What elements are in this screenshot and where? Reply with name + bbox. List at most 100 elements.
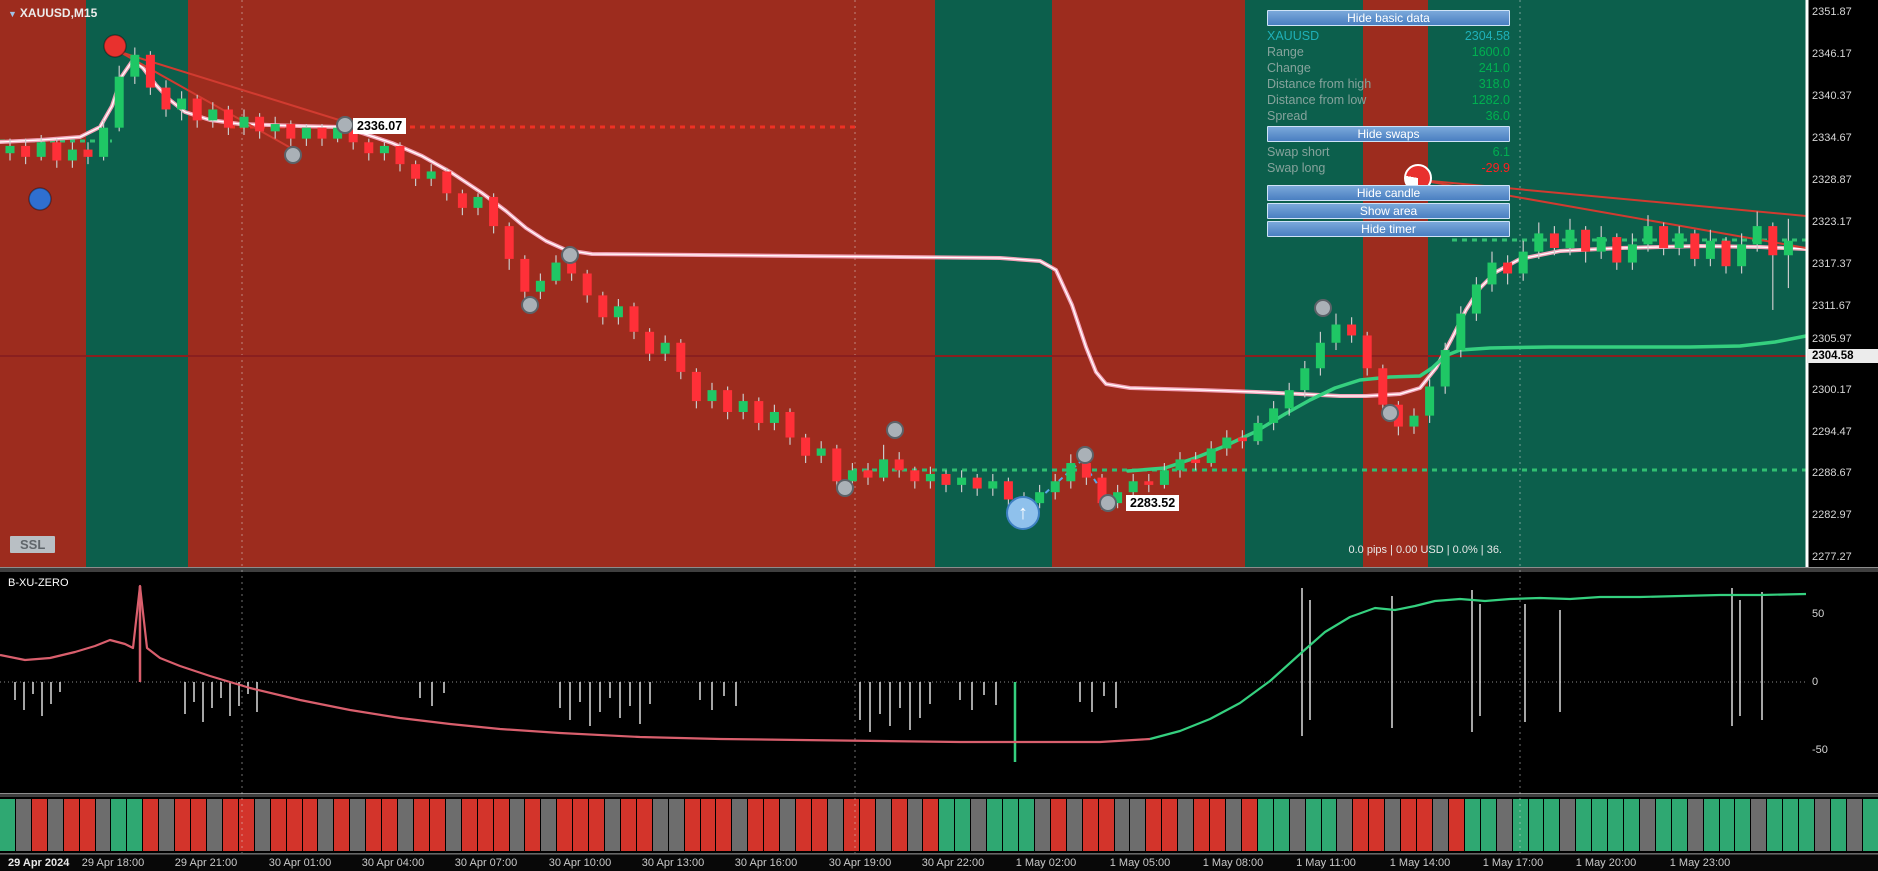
strip-block xyxy=(493,799,509,851)
strip-block xyxy=(652,799,668,851)
strip-block xyxy=(31,799,47,851)
info-row-value: 318.0 xyxy=(1478,77,1510,91)
panel-divider[interactable] xyxy=(0,793,1878,797)
session-band-red xyxy=(1052,0,1245,567)
strip-block xyxy=(1751,799,1767,851)
strip-block xyxy=(620,799,636,851)
swap-row-label: Swap long xyxy=(1267,161,1326,175)
strip-block xyxy=(1735,799,1751,851)
time-axis-label: 30 Apr 10:00 xyxy=(548,857,612,869)
time-axis[interactable]: 29 Apr 2024 29 Apr 18:00 29 Apr 21:00 30 Ap… xyxy=(0,855,1878,871)
strip-block xyxy=(191,799,206,851)
strip-block xyxy=(1624,799,1639,851)
panel-divider[interactable] xyxy=(0,853,1878,855)
time-axis-label: 30 Apr 04:00 xyxy=(361,857,425,869)
strip-block xyxy=(1257,799,1273,851)
swap-row: Swap long -29.9 xyxy=(1267,160,1510,176)
strip-block xyxy=(1719,799,1735,851)
strip-block xyxy=(1241,799,1257,851)
panel-divider[interactable] xyxy=(0,567,1878,572)
color-strip-row xyxy=(0,799,1878,851)
strip-block xyxy=(175,799,191,851)
strip-block xyxy=(541,799,557,851)
strip-block xyxy=(1480,799,1496,851)
time-axis-label: 1 May 17:00 xyxy=(1482,857,1544,869)
session-band-red xyxy=(188,0,935,567)
strip-block xyxy=(780,799,796,851)
strip-block xyxy=(605,799,620,851)
swap-row-label: Swap short xyxy=(1267,145,1330,159)
price-axis[interactable] xyxy=(1806,0,1878,567)
strip-block xyxy=(95,799,111,851)
hide-swaps-button[interactable]: Hide swaps xyxy=(1267,126,1510,142)
hide-basic-data-button[interactable]: Hide basic data xyxy=(1267,10,1510,26)
strip-block xyxy=(1687,799,1703,851)
strip-block xyxy=(382,799,398,851)
strip-block xyxy=(1194,799,1210,851)
strip-block xyxy=(1321,799,1337,851)
strip-block xyxy=(477,799,493,851)
strip-block xyxy=(1608,799,1624,851)
strip-block xyxy=(1178,799,1194,851)
strip-block xyxy=(461,799,477,851)
strip-block xyxy=(1512,799,1528,851)
time-axis-label: 30 Apr 16:00 xyxy=(734,857,798,869)
strip-block xyxy=(939,799,955,851)
swap-row-value: 6.1 xyxy=(1492,145,1510,159)
info-row-value: 1282.0 xyxy=(1471,93,1510,107)
strip-block xyxy=(302,799,318,851)
strip-block xyxy=(875,799,891,851)
strip-block xyxy=(1592,799,1608,851)
info-panel: Hide basic data XAUUSD 2304.58 Range 1600.0… xyxy=(1267,10,1510,239)
strip-block xyxy=(573,799,589,851)
time-axis-label: 30 Apr 07:00 xyxy=(454,857,518,869)
show-area-button[interactable]: Show area xyxy=(1267,203,1510,219)
swap-rows: Swap short 6.1 Swap long -29.9 xyxy=(1267,144,1510,176)
strip-block xyxy=(366,799,382,851)
strip-block xyxy=(971,799,987,851)
strip-block xyxy=(445,799,461,851)
strip-block xyxy=(1417,799,1432,851)
symbol-dropdown-icon[interactable]: ▼ xyxy=(8,9,17,19)
strip-block xyxy=(238,799,254,851)
session-band-red xyxy=(0,0,86,567)
swap-row: Swap short 6.1 xyxy=(1267,144,1510,160)
strip-block xyxy=(827,799,843,851)
indicator-name-label: B-XU-ZERO xyxy=(8,577,69,589)
strip-block xyxy=(1114,799,1130,851)
hide-timer-button[interactable]: Hide timer xyxy=(1267,221,1510,237)
info-row-value: 241.0 xyxy=(1478,61,1510,75)
time-axis-label: 1 May 08:00 xyxy=(1202,857,1264,869)
session-band-green xyxy=(86,0,188,567)
swap-row-value: -29.9 xyxy=(1481,161,1511,175)
indicator-panel[interactable] xyxy=(0,572,1878,793)
symbol-title[interactable]: ▼ XAUUSD,M15 xyxy=(8,6,97,20)
strip-block xyxy=(63,799,79,851)
strip-block xyxy=(748,799,764,851)
strip-block xyxy=(923,799,939,851)
strip-block xyxy=(254,799,270,851)
strip-block xyxy=(1783,799,1799,851)
info-row-value: 2304.58 xyxy=(1464,29,1510,43)
time-axis-label: 30 Apr 22:00 xyxy=(921,857,985,869)
time-axis-label: 1 May 05:00 xyxy=(1109,857,1171,869)
time-axis-label: 1 May 20:00 xyxy=(1575,857,1637,869)
hide-candle-button[interactable]: Hide candle xyxy=(1267,185,1510,201)
strip-block xyxy=(525,799,541,851)
time-axis-label: 1 May 23:00 xyxy=(1669,857,1731,869)
strip-block xyxy=(159,799,175,851)
time-axis-label: 30 Apr 19:00 xyxy=(828,857,892,869)
strip-block xyxy=(1448,799,1464,851)
info-row: Distance from high 318.0 xyxy=(1267,76,1510,92)
basic-data-rows: XAUUSD 2304.58 Range 1600.0 Change 241.0 Dista… xyxy=(1267,28,1510,124)
info-row: XAUUSD 2304.58 xyxy=(1267,28,1510,44)
info-row: Range 1600.0 xyxy=(1267,44,1510,60)
info-row-label: Distance from high xyxy=(1267,77,1372,91)
time-axis-label: 29 Apr 2024 xyxy=(8,857,70,869)
strip-block xyxy=(318,799,334,851)
strip-block xyxy=(1305,799,1321,851)
info-row-label: Change xyxy=(1267,61,1311,75)
buy-arrow-icon[interactable]: ↑ xyxy=(1006,496,1040,530)
strip-block xyxy=(1385,799,1401,851)
